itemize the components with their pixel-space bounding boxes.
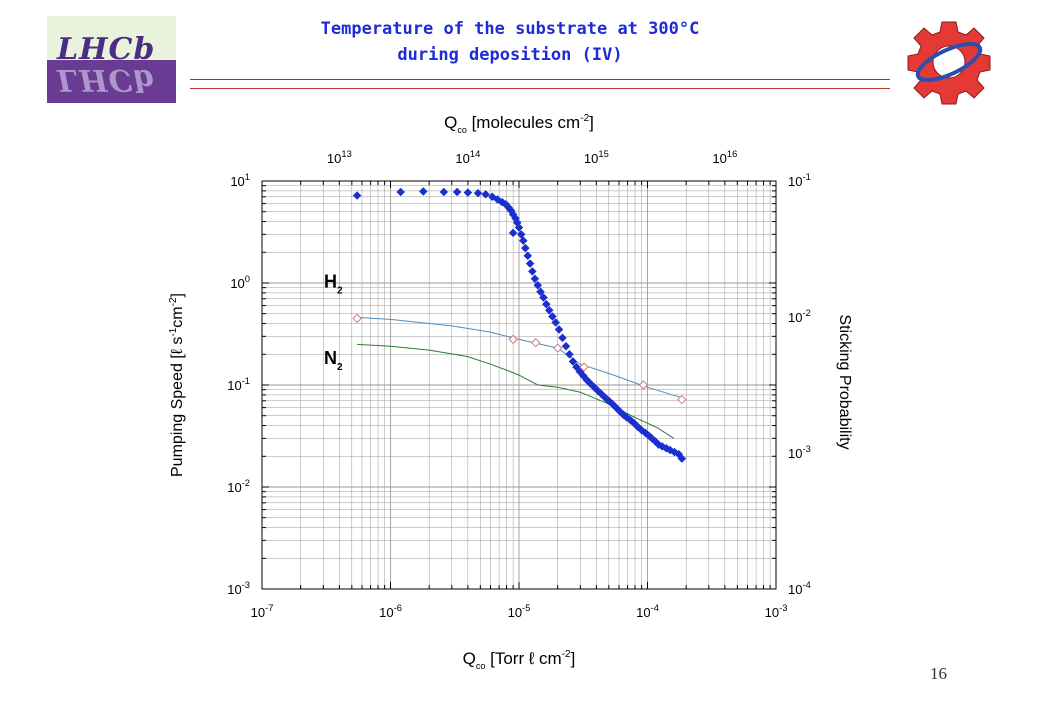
title-line-1: Temperature of the substrate at 300°C: [320, 19, 700, 39]
data-point-main: [544, 305, 554, 315]
data-point-main: [527, 267, 537, 276]
data-point-main: [539, 293, 548, 302]
right-y-tick-label: 10-4: [788, 580, 811, 597]
series-main: [352, 187, 687, 463]
data-point-main: [523, 251, 533, 261]
gear-icon: [907, 21, 991, 105]
logo-band: [47, 60, 176, 103]
data-point-main: [518, 236, 528, 246]
data-point-h2: [579, 362, 589, 372]
data-point-h2: [638, 380, 649, 390]
page-number: 16: [930, 664, 947, 683]
data-point-main: [551, 318, 561, 327]
y-tick-label: 100: [230, 274, 250, 291]
right-y-tick-label: 10-3: [788, 444, 811, 461]
data-point-main: [481, 189, 490, 199]
lhcb-logo: LHCb LHCb: [47, 16, 176, 103]
title-line-2: during deposition (IV): [397, 45, 623, 65]
annotation-h2: H2: [324, 272, 343, 297]
x-axis-title: Qco [Torr ℓ cm-2]: [463, 649, 576, 671]
x-tick-label: 10-4: [636, 603, 659, 620]
slide-title: Temperature of the substrate at 300°C du…: [230, 16, 790, 68]
tick-marks: [261, 181, 776, 590]
header-rule-red: [190, 88, 890, 89]
data-point-main: [508, 228, 518, 238]
data-point-main: [525, 259, 535, 268]
data-point-h2: [508, 334, 518, 345]
right-y-tick-label: 10-2: [788, 308, 811, 325]
data-point-main: [554, 325, 564, 334]
x-tick-label: 10-7: [251, 603, 274, 620]
data-point-h2: [531, 337, 541, 348]
data-point-h2: [552, 343, 563, 353]
data-point-main: [514, 223, 524, 232]
data-point-h2: [677, 394, 687, 405]
top-x-tick-label: 1015: [584, 149, 609, 166]
top-x-tick-label: 1013: [327, 149, 352, 166]
data-point-main: [463, 188, 473, 197]
data-point-main: [530, 274, 540, 284]
logo-text: LHCb: [57, 32, 156, 67]
data-point-main: [541, 299, 551, 309]
top-x-tick-label: 1014: [455, 149, 480, 166]
y-tick-label: 10-2: [227, 478, 250, 495]
data-point-main: [473, 188, 483, 198]
data-point-h2: [352, 313, 362, 324]
data-point-main: [677, 454, 687, 463]
data-point-main: [548, 312, 557, 321]
x-tick-label: 10-3: [765, 603, 788, 620]
data-point-main: [516, 229, 526, 239]
data-point-main: [565, 349, 574, 359]
data-point-main: [561, 341, 571, 351]
x-tick-label: 10-5: [508, 603, 531, 620]
y-tick-label: 10-3: [227, 580, 250, 597]
data-point-main: [352, 191, 362, 200]
series-h2: [352, 313, 687, 405]
grid: [261, 181, 776, 590]
top-x-tick-label: 1016: [712, 149, 737, 166]
data-point-main: [396, 187, 406, 197]
data-point-main: [418, 187, 428, 196]
data-point-main: [533, 280, 543, 290]
x-tick-label: 10-6: [379, 603, 402, 620]
n2-line: [357, 343, 674, 439]
data-point-main: [568, 357, 578, 366]
data-point-main: [520, 243, 530, 253]
y-axis-title: Pumping Speed [ℓ s-1cm-2]: [168, 293, 186, 477]
data-point-main: [439, 187, 449, 197]
data-point-main: [452, 187, 462, 197]
annotation-n2: N2: [324, 348, 343, 373]
y-tick-label: 101: [230, 172, 250, 189]
data-point-main: [558, 333, 567, 343]
data-point-main: [536, 287, 545, 297]
right-y-tick-label: 10-1: [788, 172, 811, 189]
header-rule-blue: [190, 79, 890, 80]
y-tick-label: 10-1: [227, 376, 250, 393]
top-x-axis-title: Qco [molecules cm-2]: [444, 113, 594, 135]
right-y-axis-title: Sticking Probability: [836, 314, 853, 449]
